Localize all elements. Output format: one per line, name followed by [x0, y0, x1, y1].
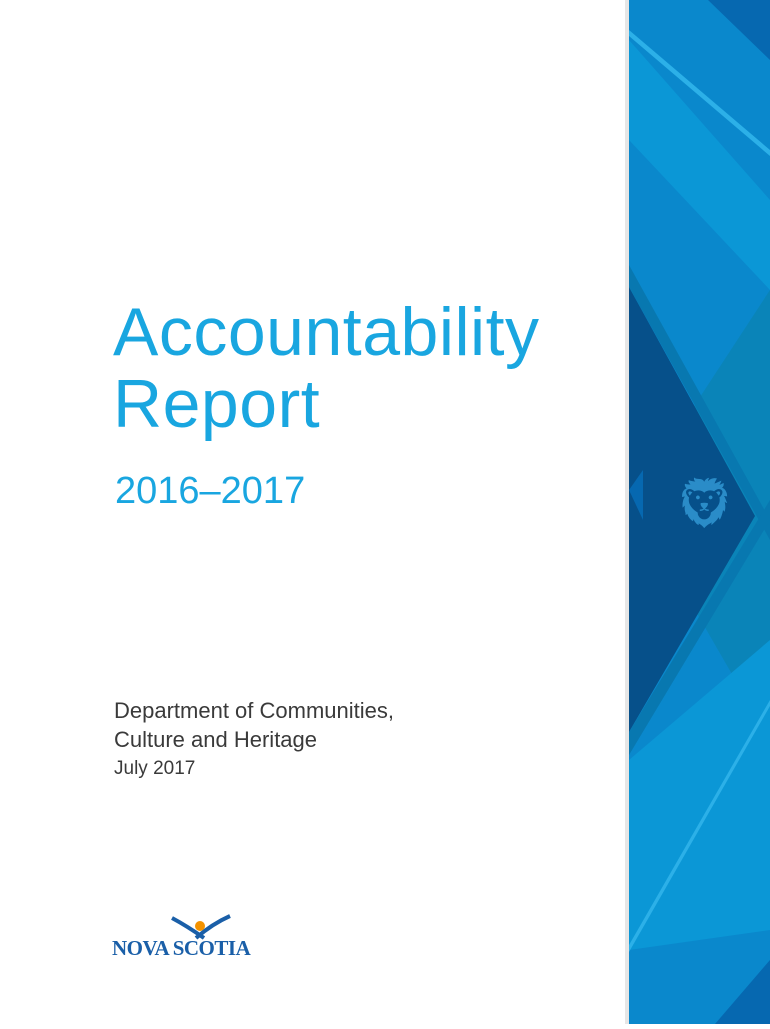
title-line-1: Accountability — [113, 294, 540, 370]
report-title: Accountability Report — [113, 296, 540, 440]
department-line-2: Culture and Heritage — [114, 727, 318, 752]
decorative-panel: 🦁︎ — [625, 0, 770, 1024]
nova-scotia-logo: NOVA SCOTIA — [112, 912, 262, 962]
report-years: 2016–2017 — [115, 470, 306, 512]
title-line-2: Report — [113, 366, 321, 442]
lion-rampant-icon: 🦁︎ — [673, 475, 737, 531]
logo-text: NOVA SCOTIA — [112, 936, 251, 960]
saltire-icon — [171, 914, 231, 940]
department-name: Department of Communities, Culture and H… — [114, 696, 394, 754]
department-line-1: Department of Communities, — [114, 698, 394, 723]
report-date: July 2017 — [114, 758, 196, 779]
